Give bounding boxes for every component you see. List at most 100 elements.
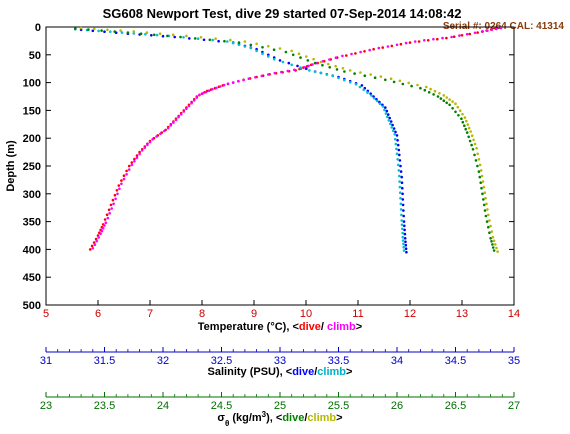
data-point	[401, 203, 405, 207]
data-point	[341, 67, 345, 70]
data-point	[177, 115, 180, 119]
data-point	[490, 240, 493, 243]
data-point	[499, 26, 503, 30]
data-point	[343, 70, 346, 73]
data-point	[465, 131, 469, 134]
data-point	[396, 158, 399, 161]
data-point	[402, 242, 405, 246]
y-tick-label: 500	[23, 300, 41, 312]
data-point	[404, 243, 408, 247]
data-point	[381, 46, 385, 49]
data-point	[394, 130, 397, 134]
data-point	[237, 43, 241, 47]
x-tick-label: 12	[404, 308, 416, 320]
data-point	[393, 133, 397, 136]
data-point	[433, 89, 437, 93]
data-point	[432, 93, 435, 96]
data-point	[373, 76, 377, 79]
data-point	[341, 54, 344, 58]
data-point	[384, 106, 387, 109]
data-point	[407, 81, 411, 85]
y-tick-label: 150	[23, 105, 41, 117]
data-point	[456, 105, 460, 109]
data-point	[369, 73, 373, 76]
data-point	[93, 27, 96, 31]
data-point	[403, 237, 407, 240]
y-tick-label: 400	[23, 244, 41, 256]
data-point	[192, 99, 196, 102]
data-point	[202, 38, 206, 42]
data-point	[416, 83, 419, 87]
series-sal-dive	[79, 28, 408, 254]
data-point	[155, 135, 158, 138]
data-point	[199, 36, 203, 39]
data-point	[480, 174, 484, 178]
data-point	[116, 192, 119, 196]
x-tick-label: 33	[274, 355, 286, 367]
data-point	[260, 74, 264, 78]
data-point	[104, 221, 108, 224]
data-point	[267, 73, 270, 76]
data-point	[481, 30, 485, 33]
data-point	[125, 173, 128, 176]
data-point	[214, 37, 217, 40]
data-point	[372, 47, 375, 51]
data-point	[313, 70, 317, 74]
data-point	[127, 164, 131, 168]
data-point	[390, 44, 394, 48]
data-point	[399, 202, 403, 206]
data-point	[496, 250, 499, 253]
data-point	[436, 37, 439, 41]
data-point	[287, 61, 291, 65]
data-point	[402, 220, 406, 223]
data-point	[400, 175, 404, 179]
data-point	[91, 29, 95, 33]
data-point	[491, 243, 494, 246]
data-point	[385, 109, 389, 113]
data-point	[390, 126, 394, 129]
data-point	[400, 223, 404, 226]
data-point	[278, 47, 282, 50]
data-point	[486, 208, 489, 211]
data-point	[354, 52, 357, 55]
series-temp-dive	[88, 27, 498, 251]
data-point	[151, 138, 154, 141]
data-point	[88, 248, 92, 251]
data-point	[321, 63, 324, 67]
x-axis-temp: 5 6 7 8 9 10 11 12 13 14 Temperature (°C), <dive/ …	[43, 300, 520, 333]
data-point	[476, 152, 480, 156]
data-point	[494, 243, 497, 246]
data-point	[484, 196, 487, 200]
data-point	[360, 84, 364, 87]
x-axis-label-part: σ	[217, 412, 225, 424]
x-tick-label: 34	[391, 355, 403, 367]
data-point	[188, 37, 191, 40]
data-point	[381, 105, 385, 108]
data-point	[490, 28, 494, 32]
data-point	[368, 48, 372, 52]
data-point	[423, 88, 427, 92]
data-point	[273, 71, 277, 75]
data-point	[370, 94, 373, 97]
data-point	[392, 127, 396, 130]
data-point	[119, 29, 122, 32]
data-point	[97, 236, 100, 239]
data-point	[395, 147, 398, 151]
data-point	[487, 213, 490, 217]
data-point	[426, 39, 430, 42]
data-point	[399, 170, 403, 173]
data-point	[290, 49, 294, 53]
data-point	[485, 220, 489, 223]
y-tick-label: 50	[29, 50, 41, 62]
data-point	[286, 69, 290, 73]
data-point	[74, 27, 77, 31]
data-point	[395, 152, 399, 156]
data-point	[150, 34, 153, 37]
data-point	[487, 225, 490, 229]
data-point	[398, 191, 402, 194]
data-point	[106, 28, 109, 32]
data-point	[448, 103, 451, 107]
series-sal-climb	[74, 27, 406, 252]
data-point	[398, 159, 402, 162]
